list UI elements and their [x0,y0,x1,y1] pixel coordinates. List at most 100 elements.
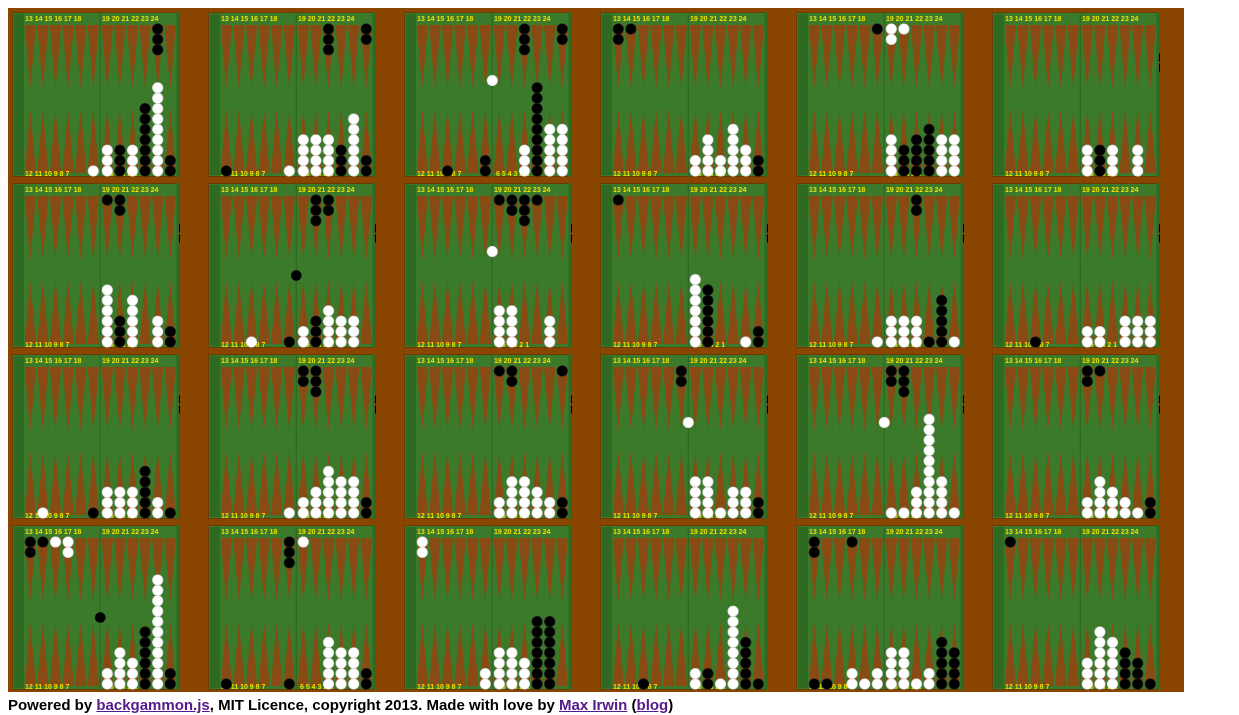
point-triangle[interactable] [612,538,624,602]
white-checker[interactable] [885,647,897,659]
white-checker[interactable] [910,326,923,338]
white-checker[interactable] [493,497,505,509]
black-checker[interactable] [612,23,624,35]
point-triangle[interactable] [1055,109,1067,173]
white-checker[interactable] [101,294,113,306]
point-triangle[interactable] [360,538,372,602]
black-checker[interactable] [164,155,176,167]
point-triangle[interactable] [871,367,883,431]
point-triangle[interactable] [1081,25,1093,89]
point-triangle[interactable] [245,25,258,89]
point-triangle[interactable] [727,25,739,89]
black-checker[interactable] [936,315,948,327]
point-triangle[interactable] [467,196,479,260]
die[interactable]: 4 [962,394,964,405]
black-checker[interactable] [310,386,322,398]
white-checker[interactable] [152,605,164,617]
board[interactable]: 13 14 15 16 17 18 19 20 21 22 23 24 12 11 … [404,183,572,348]
point-triangle[interactable] [846,451,858,515]
white-checker[interactable] [506,678,518,690]
white-checker[interactable] [493,305,505,317]
black-checker[interactable] [139,465,151,477]
white-checker[interactable] [923,424,935,436]
point-triangle[interactable] [859,538,871,602]
white-checker[interactable] [702,134,714,146]
black-checker[interactable] [740,647,752,659]
point-triangle[interactable] [663,196,675,260]
point-triangle[interactable] [1055,25,1067,89]
white-checker[interactable] [702,165,714,177]
white-checker[interactable] [152,584,164,597]
black-checker[interactable] [37,536,49,548]
die[interactable]: 1 [178,223,180,234]
white-checker[interactable] [493,326,505,338]
white-checker[interactable] [297,165,309,177]
white-checker[interactable] [152,315,164,327]
point-triangle[interactable] [1042,109,1054,173]
point-triangle[interactable] [923,538,935,602]
white-checker[interactable] [114,497,126,509]
white-checker[interactable] [101,155,113,167]
point-triangle[interactable] [714,622,727,686]
white-checker[interactable] [923,434,935,446]
white-checker[interactable] [948,134,960,146]
white-checker[interactable] [152,326,164,338]
point-triangle[interactable] [493,538,505,602]
point-triangle[interactable] [126,538,139,602]
black-checker[interactable] [612,33,624,45]
point-triangle[interactable] [101,538,113,602]
point-triangle[interactable] [650,109,662,173]
white-checker[interactable] [348,315,360,327]
white-checker[interactable] [740,144,752,156]
point-triangle[interactable] [506,109,518,173]
white-checker[interactable] [689,305,701,317]
point-triangle[interactable] [702,538,714,602]
point-triangle[interactable] [675,451,687,515]
white-checker[interactable] [506,507,518,519]
point-triangle[interactable] [1017,622,1029,686]
white-checker[interactable] [1094,336,1106,348]
white-checker[interactable] [702,476,714,488]
black-checker[interactable] [531,134,543,146]
point-triangle[interactable] [625,538,637,602]
point-triangle[interactable] [1004,280,1016,344]
black-checker[interactable] [936,657,948,669]
point-triangle[interactable] [220,109,232,173]
black-checker[interactable] [948,678,960,690]
white-checker[interactable] [101,668,113,680]
black-checker[interactable] [139,486,151,498]
black-checker[interactable] [752,497,764,509]
black-checker[interactable] [493,365,505,377]
point-triangle[interactable] [936,538,948,602]
point-triangle[interactable] [821,538,833,602]
white-checker[interactable] [910,315,923,327]
black-checker[interactable] [139,657,151,669]
white-checker[interactable] [506,668,518,680]
black-checker[interactable] [1081,375,1093,387]
black-checker[interactable] [310,326,322,338]
point-triangle[interactable] [49,622,62,686]
die[interactable]: 2 [766,233,768,244]
point-triangle[interactable] [752,538,764,602]
white-checker[interactable] [335,336,347,348]
white-checker[interactable] [846,678,858,690]
white-checker[interactable] [152,615,164,628]
point-triangle[interactable] [245,538,258,602]
black-checker[interactable] [898,386,910,398]
white-checker[interactable] [1106,155,1119,167]
point-triangle[interactable] [556,367,568,431]
point-triangle[interactable] [714,367,727,431]
white-checker[interactable] [506,647,518,659]
point-triangle[interactable] [454,622,466,686]
point-triangle[interactable] [429,196,441,260]
point-triangle[interactable] [1042,280,1054,344]
point-triangle[interactable] [1004,538,1016,602]
board[interactable]: 13 14 15 16 17 18 19 20 21 22 23 24 12 11 … [600,183,768,348]
white-checker[interactable] [126,326,139,338]
white-checker[interactable] [152,595,164,607]
point-triangle[interactable] [1106,538,1119,602]
white-checker[interactable] [87,165,99,177]
black-checker[interactable] [152,44,164,56]
white-checker[interactable] [1106,165,1119,177]
white-checker[interactable] [152,507,164,519]
